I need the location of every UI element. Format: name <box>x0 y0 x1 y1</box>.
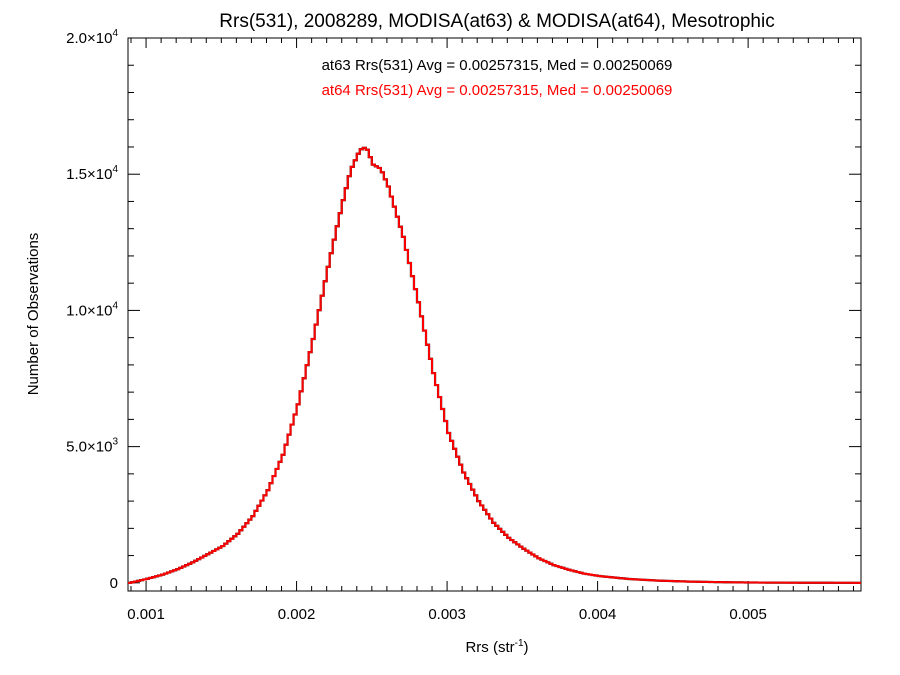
y-tick-label: 1.5×104 <box>66 164 118 183</box>
x-tick-label: 0.003 <box>428 606 466 623</box>
annotation-at64: at64 Rrs(531) Avg = 0.00257315, Med = 0.… <box>322 82 673 99</box>
x-tick-label: 0.004 <box>579 606 617 623</box>
y-tick-labels: 0 5.0×103 1.0×104 1.5×104 2.0×104 <box>66 28 118 592</box>
series-line-at64 <box>128 146 861 584</box>
x-axis-label: Rrs (str-1) <box>465 638 528 656</box>
y-tick-label: 5.0×103 <box>66 437 118 456</box>
series-line-at63 <box>128 146 861 584</box>
y-tick-label: 2.0×104 <box>66 28 118 47</box>
y-axis-label: Number of Observations <box>25 233 42 396</box>
x-tick-label: 0.005 <box>729 606 767 623</box>
chart-title: Rrs(531), 2008289, MODISA(at63) & MODISA… <box>219 11 774 32</box>
annotation-at63: at63 Rrs(531) Avg = 0.00257315, Med = 0.… <box>322 57 673 74</box>
x-tick-label: 0.002 <box>278 606 316 623</box>
x-tick-labels: 0.001 0.002 0.003 0.004 0.005 <box>127 606 767 623</box>
y-tick-label: 1.0×104 <box>66 300 118 319</box>
x-tick-label: 0.001 <box>127 606 165 623</box>
axis-ticks <box>128 37 861 591</box>
plot-frame <box>127 37 862 592</box>
y-tick-label: 0 <box>110 575 118 592</box>
series-layer <box>128 146 861 584</box>
